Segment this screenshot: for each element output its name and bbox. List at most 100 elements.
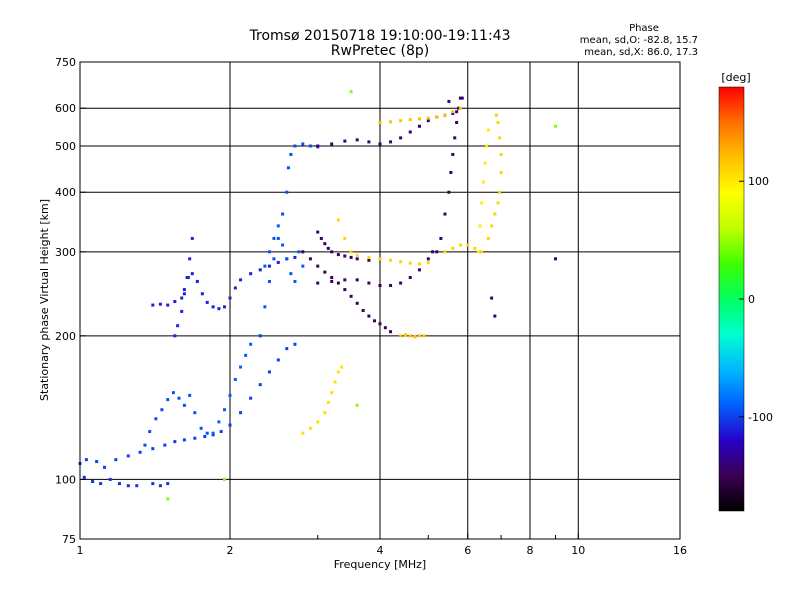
data-point: [336, 370, 340, 374]
data-point: [399, 119, 403, 123]
data-point: [249, 396, 253, 400]
data-point: [182, 403, 186, 407]
data-point: [451, 110, 455, 114]
data-point: [293, 255, 297, 259]
data-point: [193, 411, 197, 415]
y-tick-label: 100: [55, 473, 76, 486]
data-point: [190, 272, 194, 276]
data-point: [281, 212, 285, 216]
x-tick-label: 8: [527, 544, 534, 557]
data-point: [447, 190, 451, 194]
data-point: [276, 358, 280, 362]
data-point: [451, 246, 455, 250]
data-point: [457, 106, 461, 110]
data-point: [195, 279, 199, 283]
data-point: [553, 257, 557, 261]
data-point: [326, 400, 330, 404]
y-tick-label: 300: [55, 246, 76, 259]
data-point: [361, 308, 365, 312]
data-point: [417, 334, 421, 338]
data-point: [293, 342, 297, 346]
data-point: [301, 431, 305, 435]
data-point: [223, 305, 227, 309]
data-point: [308, 257, 312, 261]
data-point: [499, 170, 503, 174]
data-point: [185, 276, 189, 280]
data-point: [177, 396, 181, 400]
data-point: [176, 324, 180, 328]
data-point: [426, 116, 430, 120]
x-axis-label: Frequency [MHz]: [334, 558, 426, 571]
data-point: [182, 292, 186, 296]
data-point: [84, 458, 88, 462]
data-point: [193, 436, 197, 440]
data-point: [258, 268, 262, 272]
data-point: [151, 447, 155, 451]
data-point: [95, 460, 99, 464]
chart-subtitle: RwPretec (8p): [331, 43, 429, 59]
stats-o-line: mean, sd,O: -82.8, 15.7: [580, 35, 698, 46]
y-tick-label: 200: [55, 330, 76, 343]
data-point: [267, 264, 271, 268]
data-point: [343, 278, 347, 282]
data-point: [447, 99, 451, 103]
data-point: [285, 190, 289, 194]
data-point: [478, 224, 482, 228]
data-point: [378, 322, 382, 326]
data-point: [476, 250, 480, 254]
data-point: [367, 281, 371, 285]
data-point: [126, 454, 130, 458]
data-point: [389, 120, 393, 124]
data-point: [173, 300, 177, 304]
data-point: [336, 281, 340, 285]
data-point: [301, 264, 305, 268]
data-point: [458, 106, 462, 110]
data-point: [143, 443, 147, 447]
data-point: [490, 224, 494, 228]
data-point: [431, 250, 435, 254]
data-point: [330, 391, 334, 395]
data-point: [326, 246, 330, 250]
data-point: [408, 118, 412, 122]
data-point: [117, 482, 121, 486]
stats-heading: Phase: [629, 23, 659, 34]
x-tick-label: 6: [464, 544, 471, 557]
data-point: [490, 296, 494, 300]
data-point: [343, 236, 347, 240]
data-point: [91, 479, 95, 483]
data-point: [233, 286, 237, 290]
data-point: [367, 255, 371, 259]
data-point: [399, 260, 403, 264]
data-point: [349, 250, 353, 254]
data-point: [426, 119, 430, 123]
data-point: [108, 477, 112, 481]
colorbar-tick-label: 0: [748, 293, 755, 306]
y-tick-label: 600: [55, 102, 76, 115]
data-point: [426, 260, 430, 264]
data-point: [211, 433, 215, 437]
data-point: [383, 326, 387, 330]
data-point: [293, 279, 297, 283]
data-point: [389, 140, 393, 144]
data-point: [297, 250, 301, 254]
data-point: [498, 136, 502, 140]
data-point: [443, 212, 447, 216]
data-point: [458, 96, 462, 100]
data-point: [449, 170, 453, 174]
data-point: [211, 305, 215, 309]
x-tick-label: 16: [673, 544, 687, 557]
data-point: [148, 430, 152, 434]
data-point: [289, 272, 293, 276]
data-point: [217, 307, 221, 311]
data-point: [336, 253, 340, 257]
data-point: [308, 144, 312, 148]
data-point: [316, 230, 320, 234]
data-point: [276, 236, 280, 240]
data-point: [249, 342, 253, 346]
data-point: [443, 113, 447, 117]
data-point: [285, 347, 289, 351]
data-point: [466, 243, 470, 247]
data-point: [494, 113, 498, 117]
data-point: [301, 250, 305, 254]
data-point: [367, 314, 371, 318]
